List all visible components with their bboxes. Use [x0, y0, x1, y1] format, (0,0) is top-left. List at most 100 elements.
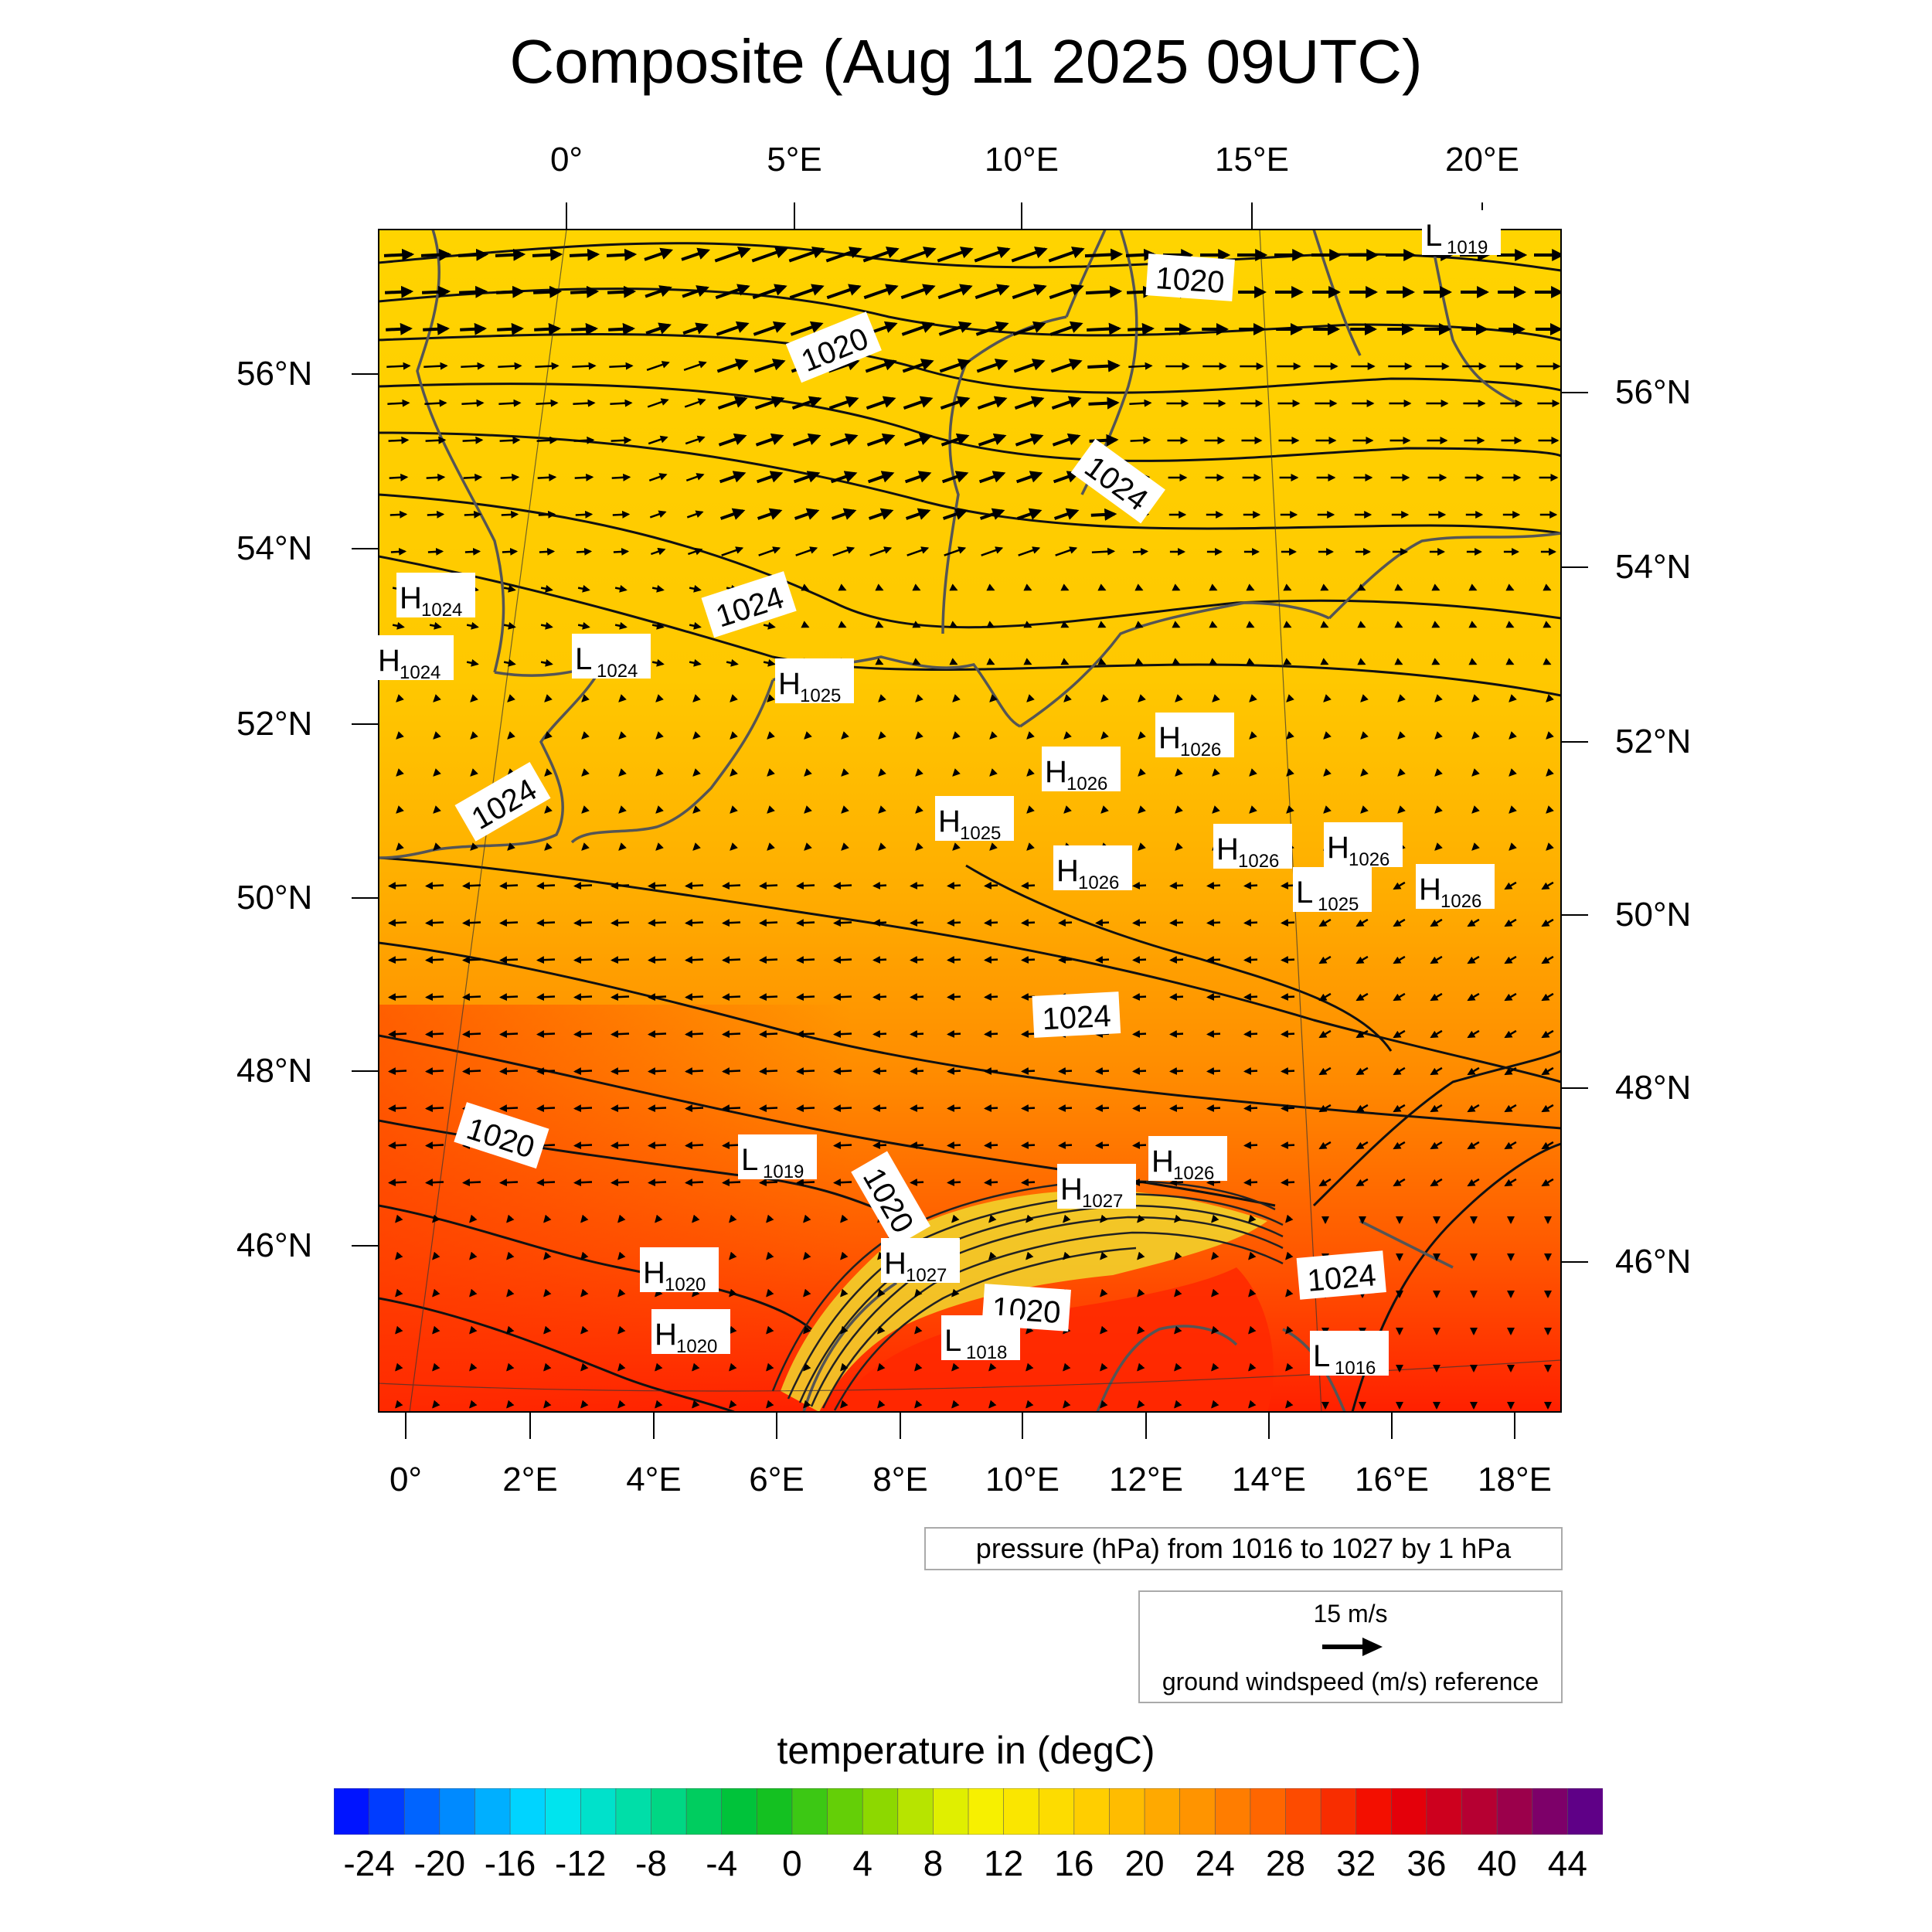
wind-vector [988, 1251, 997, 1260]
wind-vector [759, 993, 778, 1002]
wind-vector [952, 731, 961, 740]
wind-vector [1431, 658, 1440, 665]
wind-vector [759, 1030, 778, 1039]
wind-vector [915, 768, 923, 777]
wind-vector [1355, 1066, 1369, 1076]
wind-vector [395, 1214, 403, 1223]
wind-reference-speed: 15 m/s [1313, 1600, 1388, 1628]
wind-vector [395, 1362, 403, 1372]
wind-vector [617, 1251, 626, 1260]
wind-vector [1138, 768, 1146, 777]
wind-vector [984, 956, 998, 964]
lat-tick-label: 52°N [236, 705, 313, 743]
wind-vector [506, 1362, 515, 1372]
wind-vector [1430, 1141, 1443, 1150]
wind-vector [1467, 1104, 1480, 1113]
wind-vector [1138, 805, 1146, 814]
wind-vector [1132, 993, 1147, 1001]
wind-vector [1246, 658, 1255, 665]
wind-vector [1055, 546, 1078, 556]
wind-vector [543, 1400, 552, 1409]
wind-vector [767, 805, 775, 814]
high-pressure-center: H 1026 [1042, 747, 1121, 794]
wind-vector [1053, 508, 1080, 520]
wind-vector [1249, 768, 1257, 777]
wind-vector [1430, 918, 1443, 927]
wind-vector [1137, 1288, 1145, 1298]
wind-vector [1286, 694, 1294, 702]
wind-vector [910, 1179, 924, 1186]
wind-vector [503, 658, 516, 667]
wind-vector [581, 694, 590, 702]
wind-vector [832, 546, 855, 556]
wind-vector [788, 247, 825, 263]
pressure-center-type: H [1216, 832, 1239, 866]
wind-vector [692, 768, 701, 777]
wind-vector [580, 1214, 589, 1223]
wind-vector [1100, 1251, 1108, 1260]
wind-vector [1285, 1400, 1294, 1409]
wind-vector [469, 1400, 478, 1409]
pressure-center-type: H [1056, 854, 1079, 888]
wind-vector [1546, 842, 1554, 851]
wind-vector [1132, 1067, 1147, 1075]
wind-vector [1174, 1251, 1182, 1260]
wind-vector [1318, 1141, 1332, 1150]
wind-vector [1021, 1067, 1036, 1075]
wind-vector [767, 768, 775, 777]
wind-vector [795, 546, 818, 556]
wind-vector [714, 247, 751, 263]
wind-vector [872, 1067, 887, 1075]
high-pressure-center: H 1026 [1155, 713, 1234, 760]
wind-vector [685, 435, 706, 445]
wind-vector [683, 361, 707, 371]
wind-vector [395, 1288, 403, 1298]
wind-vector [618, 805, 627, 814]
wind-vector [425, 1179, 444, 1187]
wind-vector [540, 584, 553, 593]
wind-vector [1541, 918, 1554, 927]
wind-vector [573, 993, 593, 1002]
wind-vector [841, 805, 849, 814]
wind-vector [687, 547, 703, 556]
wind-vector [462, 956, 481, 964]
wind-vector [573, 1104, 593, 1113]
pressure-center-type: L [575, 642, 592, 676]
wind-vector [1060, 583, 1070, 591]
colorbar-cell [721, 1788, 758, 1835]
wind-vector [759, 1067, 778, 1076]
wind-vector [692, 1400, 700, 1409]
wind-vector [1058, 956, 1073, 964]
wind-vector [425, 1141, 444, 1150]
wind-vector [689, 584, 702, 593]
wind-vector [947, 956, 961, 964]
wind-vector [617, 1288, 626, 1298]
wind-vector [1509, 694, 1517, 702]
wind-vector [544, 768, 553, 777]
wind-vector [986, 583, 995, 591]
wind-vector [427, 547, 444, 556]
wind-vector [988, 1400, 997, 1409]
wind-vector [1132, 956, 1147, 964]
wind-vector [1355, 918, 1369, 927]
wind-vector [395, 1325, 403, 1335]
pressure-center-type: H [400, 581, 422, 615]
wind-vector [1434, 805, 1443, 814]
wind-vector [1283, 583, 1292, 591]
wind-vector [825, 247, 862, 263]
wind-vector [1206, 993, 1221, 1001]
high-pressure-center: H 1024 [396, 573, 475, 621]
wind-vector [978, 433, 1007, 447]
temperature-colorbar [334, 1788, 1603, 1835]
wind-vector [803, 1400, 811, 1409]
wind-vector [611, 1030, 630, 1039]
wind-vector [466, 621, 479, 630]
wind-vector [499, 1067, 519, 1076]
pressure-center-value: 1026 [1078, 872, 1119, 893]
wind-vector [655, 1214, 663, 1223]
wind-vector [1012, 284, 1047, 300]
wind-vector [1504, 881, 1517, 890]
wind-vector [1021, 1179, 1036, 1186]
